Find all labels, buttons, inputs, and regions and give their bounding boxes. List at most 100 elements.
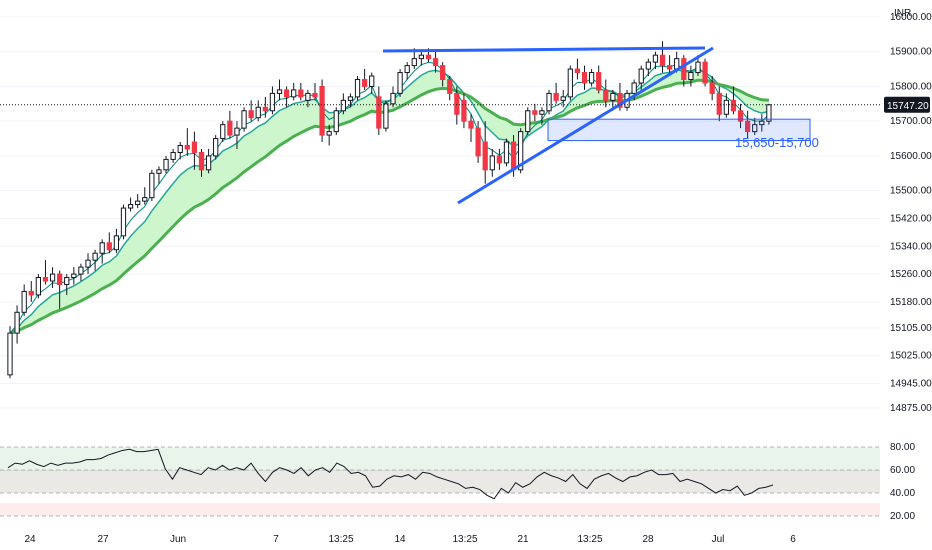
candle-body: [716, 92, 722, 115]
candle-body: [7, 332, 13, 376]
last-price-tag: [884, 96, 930, 113]
rsi-tick-label: 40.00: [890, 488, 915, 499]
candle-body: [269, 92, 276, 112]
y-tick-label: 15340.00: [890, 241, 932, 252]
last-price-label: 15747.20: [887, 101, 929, 112]
candle-body: [383, 103, 389, 129]
candle-body: [298, 89, 304, 98]
candle-body: [404, 65, 410, 74]
candle-body: [319, 85, 325, 136]
y-tick-label: 15025.00: [890, 351, 932, 362]
chart-plot: 16000.00 15900.00 15800.00 15700.00 15600.00…: [0, 12, 932, 545]
candle-body: [518, 131, 524, 171]
candle-body: [759, 120, 765, 126]
y-tick-label: 15500.00: [890, 186, 932, 197]
candle-body: [163, 158, 169, 171]
candle-body: [213, 138, 219, 157]
candle-body: [652, 54, 659, 63]
y-tick-label: 15180.00: [890, 297, 932, 308]
candle-body: [305, 92, 311, 101]
candle-body: [106, 242, 112, 251]
candle-body: [539, 110, 545, 115]
candle-body: [113, 235, 120, 251]
candle-body: [645, 61, 651, 70]
candle-body: [560, 96, 566, 101]
candle-body: [695, 61, 701, 74]
candle-body: [447, 78, 453, 94]
x-tick-label: 28: [642, 534, 654, 545]
candle-body: [326, 131, 332, 136]
candle-body: [64, 277, 70, 285]
candle-body: [461, 99, 467, 122]
candle-body: [638, 68, 644, 84]
rsi-line: [7, 448, 774, 500]
candle-body: [276, 89, 283, 94]
rsi-tick-label: 20.00: [890, 511, 915, 522]
x-tick-label: 7: [273, 534, 279, 545]
candle-body: [581, 72, 588, 84]
candle-body: [283, 89, 290, 98]
candle-body: [723, 99, 729, 115]
candle-body: [57, 273, 63, 285]
candle-body: [241, 110, 247, 129]
candle-body: [745, 120, 751, 133]
candle-body: [78, 266, 84, 275]
candle-body: [525, 110, 531, 133]
candle-body: [49, 273, 56, 282]
candle-body: [553, 92, 559, 101]
candle-body: [220, 124, 226, 140]
candle-body: [440, 65, 446, 80]
candle-body: [205, 155, 212, 171]
candle-body: [198, 151, 205, 171]
candle-body: [397, 72, 403, 94]
y-tick-label: 15800.00: [890, 81, 932, 92]
candle-body: [99, 242, 105, 254]
candle-body: [85, 259, 91, 268]
candle-body: [362, 78, 368, 87]
candle-body: [340, 99, 346, 112]
x-tick-label: 13:25: [577, 534, 602, 545]
candle-body: [475, 127, 481, 157]
candle-body: [156, 169, 162, 174]
candle-body: [425, 54, 432, 60]
x-tick-label: 24: [24, 534, 36, 545]
candle-body: [354, 78, 361, 98]
x-tick-label: 6: [790, 534, 796, 545]
x-tick-label: 13:25: [452, 534, 477, 545]
x-tick-label: 21: [517, 534, 529, 545]
y-tick-label: 15260.00: [890, 269, 932, 280]
ema-fast-line: [9, 68, 770, 334]
candle-body: [588, 72, 595, 84]
rsi-tick-label: 60.00: [890, 465, 915, 476]
candle-body: [574, 68, 581, 74]
candle-body: [454, 92, 460, 115]
y-tick-label: 15900.00: [890, 47, 932, 58]
x-tick-label: 13:25: [328, 534, 353, 545]
candle-body: [369, 75, 375, 87]
y-tick-label: 15420.00: [890, 213, 932, 224]
rsi-oversold-zone: [0, 503, 880, 516]
candle-body: [191, 141, 198, 153]
candle-body: [702, 61, 708, 84]
candle-body: [567, 68, 573, 98]
y-tick-label: 15700.00: [890, 116, 932, 127]
candle-body: [546, 92, 552, 112]
candle-body: [432, 58, 439, 67]
candle-body: [170, 151, 176, 160]
candle-body: [42, 277, 49, 282]
ema-band: [10, 69, 769, 334]
x-tick-label: 14: [394, 534, 406, 545]
candle-body: [312, 92, 318, 98]
candle-body: [71, 273, 77, 279]
candle-body: [135, 200, 141, 206]
candle-body: [142, 197, 148, 202]
candle-body: [347, 96, 354, 101]
candle-body: [688, 72, 694, 80]
y-tick-label: 16000.00: [890, 12, 932, 23]
candle-body: [489, 155, 495, 171]
support-zone: [547, 118, 811, 142]
candle-body: [21, 290, 27, 313]
candle-body: [411, 58, 417, 67]
candle-body: [262, 106, 268, 112]
